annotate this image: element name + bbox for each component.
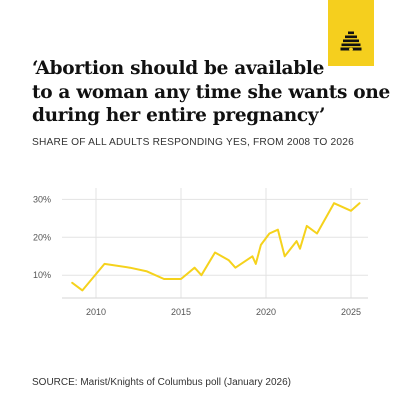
beehive-logo-icon <box>340 31 362 51</box>
title-line: ‘Abortion should be available <box>32 58 325 79</box>
series-line <box>71 202 361 292</box>
y-tick-label: 20% <box>33 232 51 242</box>
x-tick-label: 2010 <box>86 307 106 317</box>
y-tick-label: 30% <box>33 194 51 204</box>
x-tick-label: 2025 <box>341 307 361 317</box>
title-line: to a woman any time she wants one <box>32 81 390 103</box>
source-note: SOURCE: Marist/Knights of Columbus poll … <box>32 377 291 388</box>
x-tick-label: 2020 <box>256 307 276 317</box>
chart-title: ‘Abortion should be available to a woman… <box>32 57 390 128</box>
title-line: during her entire pregnancy’ <box>32 105 326 126</box>
chart-subtitle: SHARE OF ALL ADULTS RESPONDING YES, FROM… <box>32 137 354 148</box>
x-tick-label: 2015 <box>171 307 191 317</box>
logo-badge <box>328 0 374 66</box>
y-tick-label: 10% <box>33 270 51 280</box>
